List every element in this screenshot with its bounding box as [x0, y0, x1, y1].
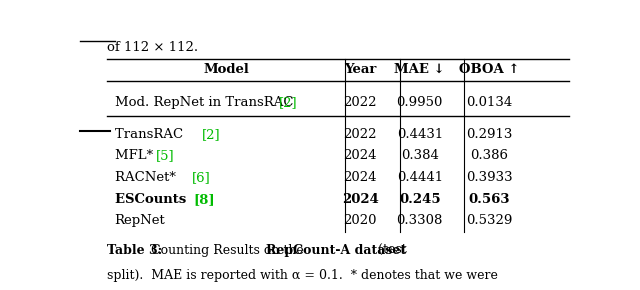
Text: Mod. RepNet in TransRAC: Mod. RepNet in TransRAC — [115, 96, 298, 109]
Text: split).  MAE is reported with α = 0.1.  * denotes that we were: split). MAE is reported with α = 0.1. * … — [108, 269, 498, 282]
Text: Year: Year — [344, 63, 376, 76]
Text: 0.3933: 0.3933 — [466, 171, 513, 184]
Text: 2024: 2024 — [344, 149, 377, 162]
Text: OBOA ↑: OBOA ↑ — [459, 63, 520, 76]
Text: 2022: 2022 — [344, 128, 377, 141]
Text: 2020: 2020 — [344, 214, 377, 227]
Text: TransRAC: TransRAC — [115, 128, 187, 141]
Text: 0.3308: 0.3308 — [397, 214, 443, 227]
Text: 2022: 2022 — [344, 96, 377, 109]
Text: of 112 × 112.: of 112 × 112. — [108, 41, 198, 55]
Text: 0.0134: 0.0134 — [466, 96, 513, 109]
Text: [2]: [2] — [278, 96, 297, 109]
Text: 0.386: 0.386 — [470, 149, 508, 162]
Text: 2024: 2024 — [342, 193, 379, 206]
Text: [6]: [6] — [191, 171, 211, 184]
Text: Model: Model — [204, 63, 249, 76]
Text: RepCount-A dataset: RepCount-A dataset — [266, 244, 406, 257]
Text: MFL*: MFL* — [115, 149, 157, 162]
Text: 0.245: 0.245 — [399, 193, 440, 206]
Text: [2]: [2] — [202, 128, 220, 141]
Text: 0.4441: 0.4441 — [397, 171, 443, 184]
Text: 0.384: 0.384 — [401, 149, 438, 162]
Text: ESCounts: ESCounts — [115, 193, 191, 206]
Text: 2024: 2024 — [344, 171, 377, 184]
Text: 0.2913: 0.2913 — [466, 128, 513, 141]
Text: 0.4431: 0.4431 — [397, 128, 443, 141]
Text: 0.5329: 0.5329 — [466, 214, 513, 227]
Text: RACNet*: RACNet* — [115, 171, 180, 184]
Text: 0.9950: 0.9950 — [397, 96, 443, 109]
Text: [5]: [5] — [156, 149, 174, 162]
Text: Counting Results on the: Counting Results on the — [143, 244, 308, 257]
Text: [8]: [8] — [193, 193, 214, 206]
Text: MAE ↓: MAE ↓ — [394, 63, 445, 76]
Text: 0.563: 0.563 — [468, 193, 510, 206]
Text: Table 3:: Table 3: — [108, 244, 163, 257]
Text: (test: (test — [374, 244, 407, 257]
Text: RepNet: RepNet — [115, 214, 166, 227]
